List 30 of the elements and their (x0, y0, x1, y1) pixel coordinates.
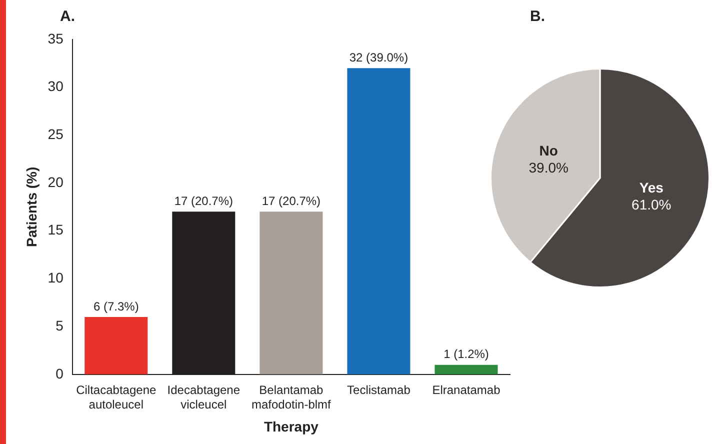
data-label: 17 (20.7%) (262, 194, 321, 208)
slice-label: No (539, 142, 558, 158)
y-axis-title: Patients (%) (23, 166, 40, 247)
chart-title: A. (59, 8, 76, 27)
y-tick-label: 15 (48, 222, 64, 238)
bar (434, 364, 498, 374)
y-tick-label: 5 (56, 317, 64, 334)
data-label: 17 (20.7%) (174, 194, 234, 208)
x-tick-label: Ciltacabtagene autoleucel (76, 382, 156, 412)
bar (84, 316, 148, 374)
slice-label: Yes (639, 180, 664, 196)
data-label: 39.0% (528, 159, 568, 176)
y-tick-label: 35 (48, 30, 64, 46)
data-label: 1 (1.2%) (444, 347, 489, 362)
y-tick-label: 25 (48, 126, 64, 142)
x-tick-label: Idecabtagene vicleucel (167, 382, 240, 412)
x-tick-label: Elranatamab (432, 382, 501, 397)
y-tick-label: 30 (48, 78, 64, 94)
bar (347, 68, 410, 374)
data-label: 61.0% (632, 196, 672, 213)
data-label: 6 (7.3%) (93, 299, 139, 314)
bar (260, 212, 323, 374)
data-label: 32 (39.0%) (349, 50, 408, 64)
x-tick-label: Belantamab mafodotin-blmf (252, 382, 332, 412)
chart-title: B. (529, 8, 546, 27)
y-tick-label: 10 (48, 270, 64, 286)
x-tick-label: Teclistamab (347, 382, 411, 397)
y-tick-label: 0 (56, 365, 64, 382)
y-tick-label: 20 (48, 174, 64, 190)
x-axis-title: Therapy (264, 418, 319, 434)
